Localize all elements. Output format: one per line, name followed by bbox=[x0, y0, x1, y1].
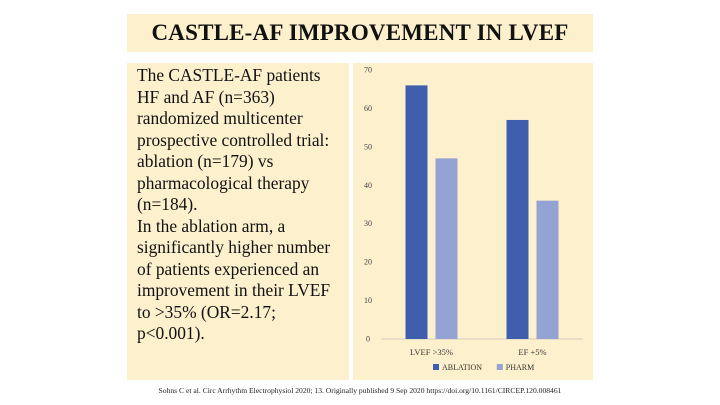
slide-title: CASTLE-AF IMPROVEMENT IN LVEF bbox=[151, 20, 569, 45]
body-paragraph-1: The CASTLE-AF patients HF and AF (n=363)… bbox=[137, 65, 330, 214]
bar-ablation-1 bbox=[405, 85, 428, 339]
description-panel: The CASTLE-AF patients HF and AF (n=363)… bbox=[127, 63, 349, 380]
body-paragraph-2: In the ablation arm, a significantly hig… bbox=[137, 215, 331, 344]
title-banner: CASTLE-AF IMPROVEMENT IN LVEF bbox=[127, 14, 593, 52]
chart-panel: 0 10 20 30 40 50 60 70 LVEF >35% EF +5% ABLATION PH… bbox=[353, 63, 593, 380]
legend-label-ablation: ABLATION bbox=[442, 363, 482, 372]
legend-swatch-pharm bbox=[496, 364, 503, 370]
y-tick-label: 30 bbox=[364, 219, 372, 228]
y-tick-label: 70 bbox=[364, 66, 372, 75]
legend-swatch-ablation bbox=[433, 364, 439, 370]
citation: Sohns C et al. Circ Arrhythm Electrophys… bbox=[158, 386, 562, 395]
y-tick-label: 20 bbox=[364, 258, 372, 267]
bar-pharm-2 bbox=[536, 200, 559, 339]
y-tick-label: 10 bbox=[364, 296, 372, 305]
x-tick-label: EF +5% bbox=[518, 347, 546, 357]
bar-ablation-2 bbox=[506, 119, 529, 339]
legend-label-pharm: PHARM bbox=[506, 363, 534, 372]
bar-pharm-1 bbox=[435, 158, 458, 339]
y-tick-label: 50 bbox=[364, 142, 372, 151]
y-tick-label: 60 bbox=[364, 104, 372, 113]
y-tick-label: 40 bbox=[364, 181, 372, 190]
x-tick-label: LVEF >35% bbox=[410, 347, 453, 357]
bar-chart: 0 10 20 30 40 50 60 70 LVEF >35% EF +5% ABLATION PH… bbox=[364, 66, 583, 372]
y-tick-label: 0 bbox=[366, 335, 370, 344]
